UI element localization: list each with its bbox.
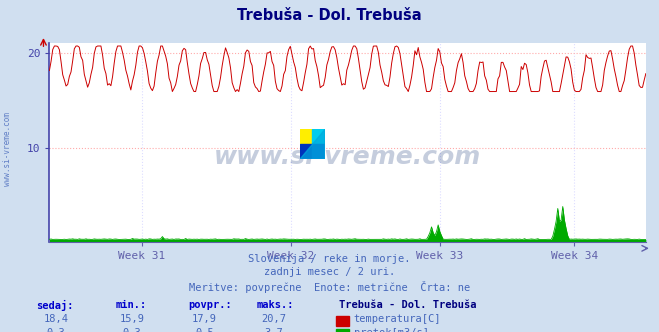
- Text: Slovenija / reke in morje.: Slovenija / reke in morje.: [248, 254, 411, 264]
- Text: maks.:: maks.:: [257, 300, 295, 310]
- Polygon shape: [300, 144, 312, 159]
- Text: povpr.:: povpr.:: [188, 300, 231, 310]
- Text: zadnji mesec / 2 uri.: zadnji mesec / 2 uri.: [264, 267, 395, 277]
- Polygon shape: [312, 129, 325, 144]
- Text: 20,7: 20,7: [261, 314, 286, 324]
- Text: Trebuša - Dol. Trebuša: Trebuša - Dol. Trebuša: [339, 300, 477, 310]
- Text: min.:: min.:: [115, 300, 146, 310]
- Text: 0,3: 0,3: [47, 328, 65, 332]
- Text: 18,4: 18,4: [43, 314, 69, 324]
- Text: 0,3: 0,3: [123, 328, 141, 332]
- Text: Meritve: povprečne  Enote: metrične  Črta: ne: Meritve: povprečne Enote: metrične Črta:…: [189, 281, 470, 292]
- Text: 17,9: 17,9: [192, 314, 217, 324]
- Text: Trebuša - Dol. Trebuša: Trebuša - Dol. Trebuša: [237, 8, 422, 23]
- Text: 0,5: 0,5: [195, 328, 214, 332]
- Text: www.si-vreme.com: www.si-vreme.com: [214, 145, 481, 169]
- Text: 15,9: 15,9: [119, 314, 144, 324]
- Polygon shape: [300, 129, 325, 159]
- Text: pretok[m3/s]: pretok[m3/s]: [354, 328, 429, 332]
- Text: temperatura[C]: temperatura[C]: [354, 314, 442, 324]
- Polygon shape: [312, 144, 325, 159]
- Text: 3,7: 3,7: [264, 328, 283, 332]
- Polygon shape: [300, 129, 312, 144]
- Text: sedaj:: sedaj:: [36, 300, 74, 311]
- Text: www.si-vreme.com: www.si-vreme.com: [3, 113, 13, 186]
